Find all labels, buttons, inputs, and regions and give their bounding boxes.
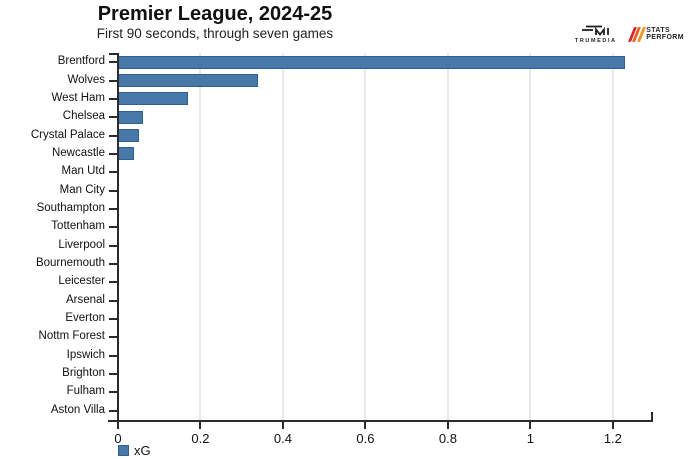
legend-label: xG: [134, 443, 151, 458]
category-label: Newcastle: [51, 146, 105, 159]
statsperform-wordmark-line2: PERFORM: [646, 34, 684, 41]
y-axis-tick: [109, 97, 117, 100]
trumedia-icon: [581, 25, 609, 36]
x-tick-label: 0.4: [273, 431, 292, 446]
logo-group: TRUMEDIA STATS PERFORM: [575, 24, 684, 44]
category-label: Man Utd: [61, 165, 105, 178]
x-axis-tick: [199, 422, 202, 429]
y-axis-tick: [109, 244, 117, 247]
y-axis-tick: [109, 171, 117, 174]
y-axis-tick: [109, 318, 117, 321]
bar: [118, 110, 143, 124]
x-axis-tick: [117, 422, 119, 429]
category-label: Bournemouth: [35, 257, 105, 270]
category-label: Brighton: [62, 367, 105, 380]
category-label: Crystal Palace: [30, 128, 105, 141]
category-label: Arsenal: [66, 293, 105, 306]
y-axis-tick: [109, 207, 117, 210]
y-axis-tick: [109, 299, 117, 302]
gridline: [611, 53, 614, 420]
gridline: [281, 53, 284, 420]
x-tick-label: 0: [114, 431, 122, 446]
y-axis-tick: [109, 134, 117, 137]
x-axis-tick: [446, 422, 449, 429]
bar: [118, 147, 135, 161]
trumedia-wordmark: TRUMEDIA: [574, 38, 617, 44]
category-label: Tottenham: [51, 220, 105, 233]
x-tick-label: 1.2: [603, 431, 622, 446]
chart-subtitle: First 90 seconds, through seven games: [96, 26, 334, 41]
x-tick-label: 1: [526, 431, 534, 446]
legend: xG: [118, 443, 151, 458]
x-tick-label: 0.8: [438, 431, 457, 446]
category-label: Chelsea: [62, 110, 105, 123]
category-label: Nottm Forest: [38, 330, 105, 343]
bar: [118, 129, 139, 143]
y-axis-tick: [109, 263, 117, 266]
category-label: Aston Villa: [50, 403, 105, 416]
x-axis-line: [108, 420, 653, 422]
category-label: Ipswich: [66, 348, 105, 361]
gridline: [364, 53, 367, 420]
y-axis-tick: [109, 373, 117, 376]
y-axis-tick: [109, 354, 117, 357]
statsperform-wordmark-line1: STATS: [646, 26, 671, 34]
legend-swatch: [118, 445, 129, 456]
y-axis-line: [117, 53, 119, 421]
x-axis-tick: [281, 422, 284, 429]
category-label: Fulham: [66, 385, 105, 398]
y-axis-top-cap: [109, 53, 118, 55]
gridline: [446, 53, 449, 420]
y-axis-tick: [109, 409, 117, 412]
category-label: Leicester: [58, 275, 105, 288]
x-tick-label: 0.2: [191, 431, 210, 446]
y-axis-tick: [109, 116, 117, 119]
category-label: Brentford: [57, 55, 105, 68]
x-axis-tick: [611, 422, 614, 429]
y-axis-tick: [109, 281, 117, 284]
gridline: [199, 53, 202, 420]
x-axis-tick: [529, 422, 532, 429]
chart-title: Premier League, 2024-25: [97, 3, 333, 25]
y-axis-tick: [109, 189, 117, 192]
category-label: Man City: [59, 183, 105, 196]
x-tick-label: 0.6: [356, 431, 375, 446]
category-label: Everton: [65, 312, 105, 325]
statsperform-logo: STATS PERFORM: [627, 26, 684, 42]
category-label: West Ham: [51, 91, 105, 104]
gridline: [529, 53, 532, 420]
trumedia-logo: TRUMEDIA: [575, 24, 617, 44]
bar: [118, 92, 189, 106]
y-axis-tick: [109, 152, 117, 155]
x-axis-tick: [364, 422, 367, 429]
y-axis-tick: [109, 79, 117, 82]
x-axis-end-cap: [651, 412, 653, 421]
bar: [118, 55, 626, 69]
y-axis-tick: [109, 391, 117, 394]
bar: [118, 74, 259, 88]
y-axis-tick: [109, 336, 117, 339]
category-label: Wolves: [67, 73, 106, 86]
category-label: Liverpool: [58, 238, 105, 251]
category-label: Southampton: [36, 201, 105, 214]
y-axis-tick: [109, 226, 117, 229]
y-axis-tick: [109, 61, 117, 64]
